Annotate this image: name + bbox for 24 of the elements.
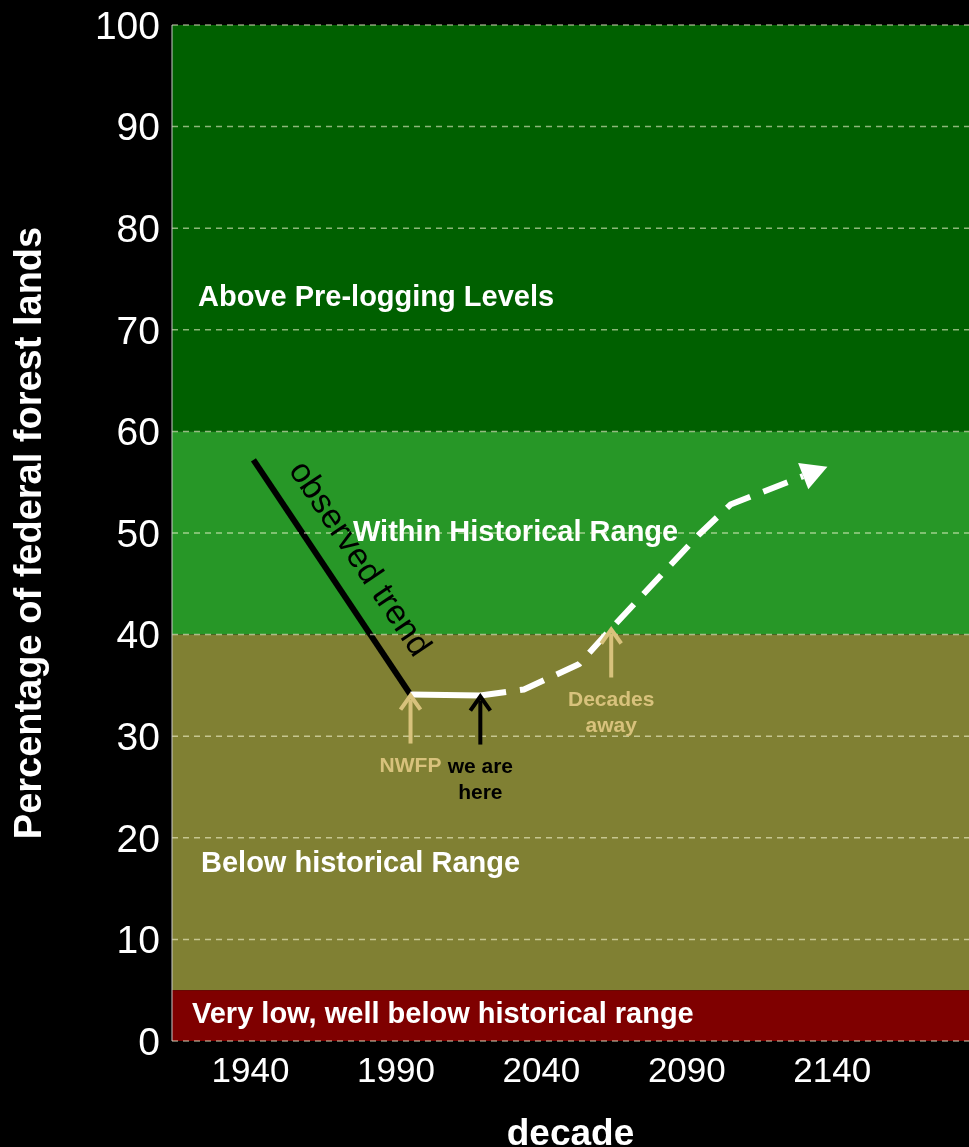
annotation: NWFP [379, 752, 442, 776]
annotation: Decades away [568, 686, 655, 736]
x-tick-label: 1990 [357, 1049, 435, 1089]
y-axis-title: Percentage of federal forest lands [7, 226, 50, 840]
annotation: we are here [446, 753, 514, 803]
band-label: Very low, well below historical range [192, 997, 694, 1030]
x-tick-label: 2040 [502, 1049, 581, 1089]
band-label: Above Pre-logging Levels [198, 279, 555, 312]
y-tick-label: 20 [116, 816, 160, 860]
x-axis-title: decade [506, 1112, 635, 1147]
y-tick-label: 80 [116, 207, 160, 251]
y-tick-label: 100 [94, 3, 160, 47]
y-tick-label: 70 [116, 308, 160, 352]
x-tick-label: 2140 [793, 1049, 872, 1089]
x-tick-label: 2090 [647, 1049, 726, 1089]
y-tick-label: 50 [116, 511, 160, 555]
y-tick-label: 0 [138, 1019, 160, 1063]
x-tick-label: 1940 [211, 1049, 290, 1089]
y-tick-label: 30 [116, 715, 160, 759]
band-label: Below historical Range [201, 846, 521, 879]
y-tick-label: 10 [116, 918, 160, 962]
y-tick-label: 60 [116, 410, 160, 454]
y-tick-label: 90 [116, 105, 160, 149]
y-tick-label: 40 [116, 613, 160, 657]
